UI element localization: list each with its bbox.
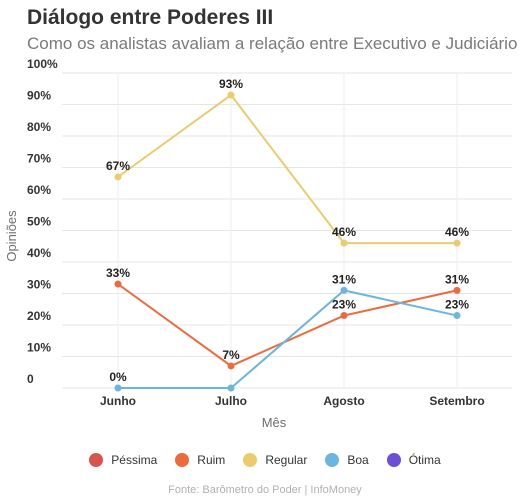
legend: Péssima Ruim Regular Boa Ótima: [0, 453, 530, 467]
data-label: 23%: [445, 298, 469, 312]
chart-subtitle: Como os analistas avaliam a relação entr…: [27, 34, 518, 53]
data-label: 33%: [106, 266, 130, 280]
legend-swatch: [89, 453, 104, 467]
legend-item-regular[interactable]: Regular: [243, 453, 307, 467]
data-point-boa[interactable]: [114, 384, 122, 392]
x-axis-title: Mês: [262, 415, 287, 430]
data-point-boa[interactable]: [227, 384, 235, 392]
data-label: 46%: [445, 225, 469, 239]
x-tick-label: Setembro: [429, 394, 484, 408]
series-points: [114, 91, 461, 392]
data-label: 7%: [222, 348, 240, 362]
y-tick-label: 50%: [27, 215, 51, 229]
legend-label: Ótima: [408, 453, 441, 467]
data-label: 67%: [106, 159, 130, 173]
y-tick-label: 40%: [27, 246, 51, 260]
data-point-regular[interactable]: [114, 173, 122, 181]
y-tick-label: 70%: [27, 152, 51, 166]
data-point-boa[interactable]: [340, 286, 348, 294]
data-point-ruim[interactable]: [227, 362, 235, 370]
data-label: 93%: [219, 77, 243, 91]
source-note: Fonte: Barômetro do Poder | InfoMoney: [168, 484, 362, 496]
x-tick-label: Julho: [215, 394, 247, 408]
data-labels: 33% 7% 23% 31% 67% 93% 46% 46% 0% 31% 23%: [106, 77, 469, 384]
legend-swatch: [325, 453, 340, 467]
legend-label: Regular: [265, 453, 308, 467]
grid-layer: [62, 72, 512, 389]
data-label: 31%: [445, 272, 469, 286]
x-tick-label: Junho: [100, 394, 136, 408]
legend-label: Ruim: [197, 453, 226, 467]
y-tick-label: 90%: [27, 89, 51, 103]
legend-label: Boa: [347, 453, 369, 467]
data-point-ruim[interactable]: [114, 280, 122, 288]
legend-swatch: [243, 453, 258, 467]
data-label: 0%: [109, 370, 127, 384]
y-tick-label: 100%: [27, 57, 58, 71]
y-axis-ticks: 0 10% 20% 30% 40% 50% 60% 70% 80% 90% 100%: [27, 57, 58, 386]
y-tick-label: 20%: [27, 309, 51, 323]
data-point-regular[interactable]: [453, 239, 461, 247]
series-lines: [117, 93, 458, 389]
y-tick-label: 60%: [27, 183, 51, 197]
legend-label: Péssima: [111, 453, 158, 467]
legend-swatch: [386, 453, 401, 467]
data-point-regular[interactable]: [340, 239, 348, 247]
y-tick-label: 80%: [27, 120, 51, 134]
legend-item-boa[interactable]: Boa: [325, 453, 369, 467]
series-line-regular: [117, 93, 457, 245]
legend-item-péssima[interactable]: Péssima: [89, 453, 157, 467]
series-line-boa: [118, 289, 458, 389]
data-point-boa[interactable]: [453, 312, 461, 320]
y-tick-label: 30%: [27, 278, 51, 292]
data-point-regular[interactable]: [227, 91, 235, 99]
y-axis-title: Opiniões: [4, 210, 19, 262]
line-chart: 010%20%30%40%50%60%70%80%90%100% Junho Ju…: [4, 57, 512, 430]
legend-swatch: [175, 453, 190, 467]
chart-title: Diálogo entre Poderes III: [27, 6, 274, 29]
data-label: 31%: [332, 272, 356, 286]
y-tick-label: 0: [27, 372, 34, 386]
legend-item-ruim[interactable]: Ruim: [175, 453, 225, 467]
data-point-ruim[interactable]: [453, 286, 461, 294]
legend-item-ótima[interactable]: Ótima: [386, 453, 441, 467]
y-tick-label: 10%: [27, 341, 51, 355]
data-label: 23%: [332, 298, 356, 312]
data-label: 46%: [332, 225, 356, 239]
x-tick-label: Agosto: [323, 394, 364, 408]
data-point-ruim[interactable]: [340, 312, 348, 320]
x-axis-ticks: Junho Julho Agosto Setembro: [100, 394, 485, 408]
